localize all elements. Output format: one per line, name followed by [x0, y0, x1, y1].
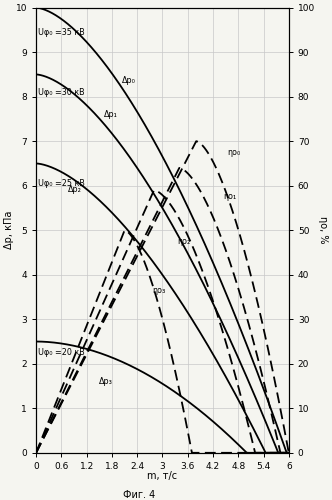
Text: Uφ₀ =25 кВ: Uφ₀ =25 кВ — [38, 179, 85, 188]
Text: ηо₃: ηо₃ — [152, 286, 165, 294]
Text: Uφ₀ =30 кВ: Uφ₀ =30 кВ — [38, 88, 85, 97]
X-axis label: m, т/с: m, т/с — [147, 471, 178, 481]
Text: Δp₂: Δp₂ — [68, 186, 82, 194]
Y-axis label: ηо, %: ηо, % — [318, 216, 328, 244]
Y-axis label: Δp, кПа: Δp, кПа — [4, 211, 14, 250]
Text: ηо₀: ηо₀ — [228, 148, 241, 156]
Text: Uφ₀ =20 кВ: Uφ₀ =20 кВ — [38, 348, 85, 357]
Text: Фиг. 4: Фиг. 4 — [123, 490, 156, 500]
Text: ηо₁: ηо₁ — [223, 192, 237, 201]
Text: Δp₃: Δp₃ — [99, 377, 113, 386]
Text: Δp₁: Δp₁ — [104, 110, 117, 118]
Text: ηо₂: ηо₂ — [177, 236, 191, 246]
Text: Δp₀: Δp₀ — [123, 76, 136, 86]
Text: Uφ₀ =35 кВ: Uφ₀ =35 кВ — [38, 28, 85, 36]
